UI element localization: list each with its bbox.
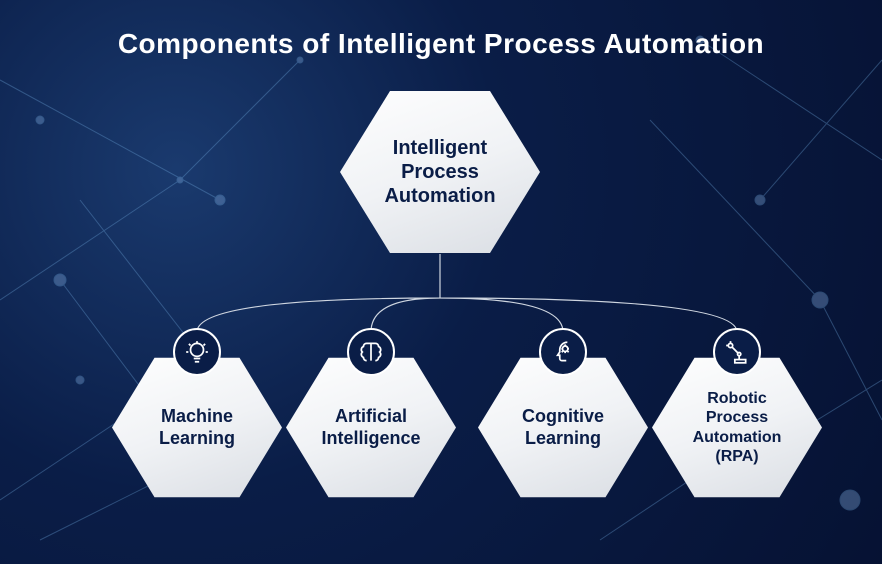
child-node-ml: Machine Learning bbox=[112, 350, 282, 505]
child-node-label: Robotic Process Automation (RPA) bbox=[675, 389, 800, 466]
head-gears-icon bbox=[539, 328, 587, 376]
bulb-icon bbox=[173, 328, 221, 376]
child-node-ai: Artificial Intelligence bbox=[286, 350, 456, 505]
child-node-label: Machine Learning bbox=[141, 406, 253, 449]
child-node-cog: Cognitive Learning bbox=[478, 350, 648, 505]
central-node-label: Intelligent Process Automation bbox=[366, 136, 513, 208]
page-title: Components of Intelligent Process Automa… bbox=[0, 28, 882, 60]
central-node: Intelligent Process Automation bbox=[340, 82, 540, 262]
child-node-label: Cognitive Learning bbox=[504, 406, 622, 449]
child-node-label: Artificial Intelligence bbox=[303, 406, 438, 449]
robot-arm-icon bbox=[713, 328, 761, 376]
child-node-rpa: Robotic Process Automation (RPA) bbox=[652, 350, 822, 505]
brain-icon bbox=[347, 328, 395, 376]
